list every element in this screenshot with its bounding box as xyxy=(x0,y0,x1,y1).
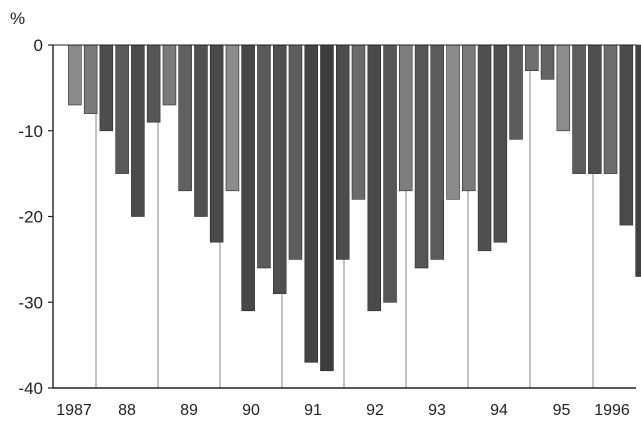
x-tick-label: 1987 xyxy=(56,402,92,419)
bar xyxy=(83,44,98,114)
x-tick-label: 94 xyxy=(490,402,508,419)
y-tick-label: -30 xyxy=(18,293,43,312)
bar xyxy=(430,44,444,260)
bar xyxy=(131,44,145,217)
axis-labels: 0 -10 -20 -30 -40% 1987 88 89 90 91 92 93 94 95 1996 xyxy=(10,9,630,419)
bar xyxy=(241,44,255,312)
bar xyxy=(493,44,508,243)
bar xyxy=(209,44,224,243)
bar xyxy=(635,44,641,277)
bar xyxy=(461,44,476,192)
x-tick-label: 95 xyxy=(553,402,571,419)
bar xyxy=(351,44,366,200)
bar xyxy=(304,44,318,363)
y-tick-label: -40 xyxy=(18,379,43,398)
y-tick-label: -10 xyxy=(18,122,43,141)
y-unit-label: % xyxy=(10,9,25,28)
bar xyxy=(383,44,397,303)
bar xyxy=(414,44,429,269)
bar xyxy=(115,44,129,174)
bar xyxy=(588,44,602,174)
bar xyxy=(68,44,82,106)
x-tick-label: 1996 xyxy=(594,402,630,419)
bar xyxy=(572,44,586,174)
bar xyxy=(320,44,334,372)
x-tick-label: 92 xyxy=(366,402,384,419)
x-tick-label: 89 xyxy=(180,402,198,419)
axes xyxy=(48,44,636,389)
bar xyxy=(288,44,303,260)
bar xyxy=(477,44,492,252)
bar xyxy=(525,44,539,72)
bar xyxy=(509,44,523,140)
y-tick-label: 0 xyxy=(34,36,43,55)
bar xyxy=(619,44,634,226)
bar xyxy=(367,44,381,312)
bar xyxy=(194,44,208,217)
bar xyxy=(225,44,240,192)
bars xyxy=(68,44,641,372)
bar xyxy=(257,44,271,269)
bar xyxy=(398,44,413,192)
x-tick-label: 88 xyxy=(118,402,136,419)
bar xyxy=(540,44,555,80)
bar xyxy=(446,44,460,200)
bar xyxy=(556,44,571,132)
bar xyxy=(603,44,618,174)
x-tick-label: 93 xyxy=(428,402,446,419)
bar xyxy=(162,44,177,106)
x-tick-label: 90 xyxy=(242,402,260,419)
bar xyxy=(335,44,350,260)
bar xyxy=(178,44,192,192)
bar xyxy=(272,44,287,294)
bar xyxy=(146,44,161,123)
bar xyxy=(99,44,114,132)
x-tick-label: 91 xyxy=(304,402,322,419)
y-tick-label: -20 xyxy=(18,208,43,227)
